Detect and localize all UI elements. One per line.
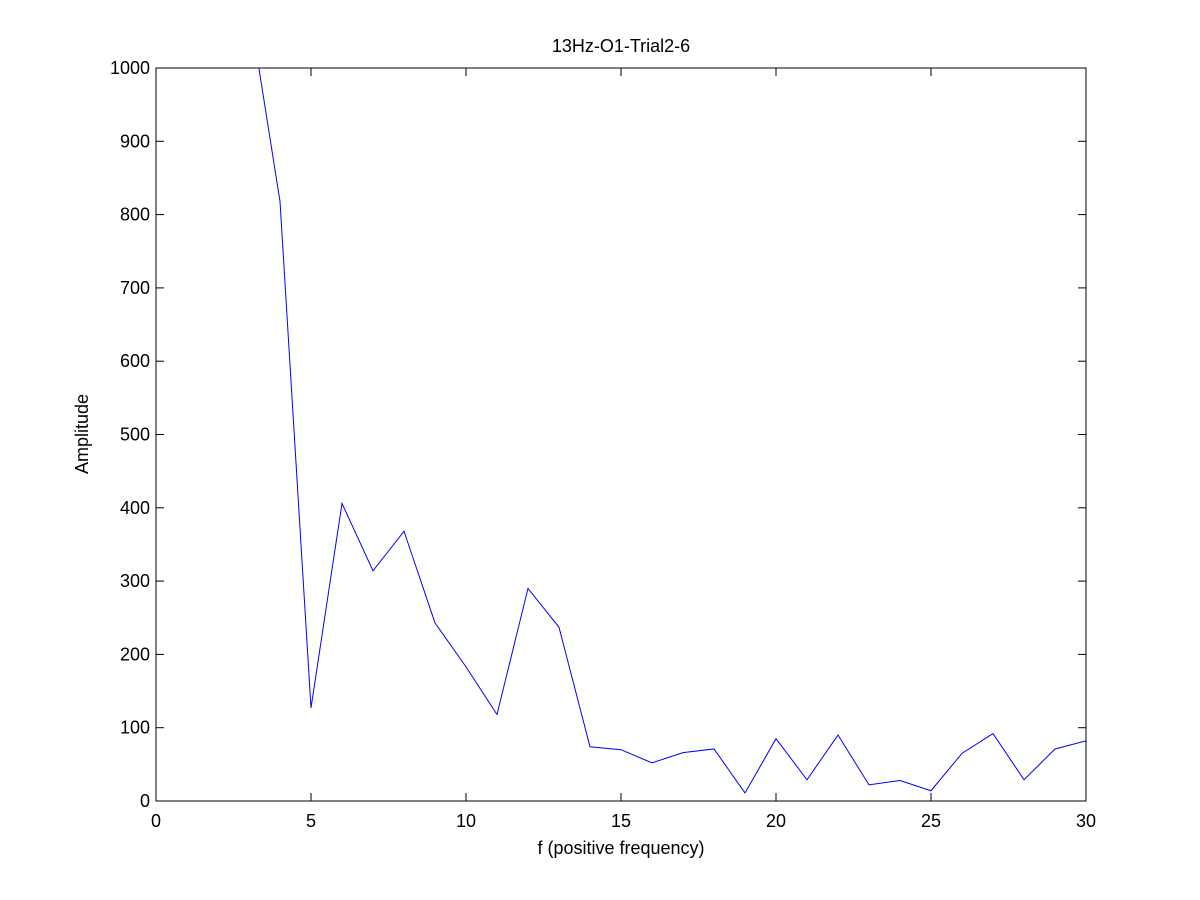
- y-tick-label: 0: [140, 791, 150, 811]
- y-tick-label: 100: [120, 718, 150, 738]
- y-tick-label: 700: [120, 278, 150, 298]
- x-tick-label: 15: [611, 811, 631, 831]
- x-tick-label: 0: [151, 811, 161, 831]
- series-layer: [258, 68, 1086, 794]
- y-tick-label: 600: [120, 351, 150, 371]
- x-tick-label: 25: [921, 811, 941, 831]
- plot-area: [155, 67, 1087, 802]
- y-tick-label: 300: [120, 571, 150, 591]
- x-tick-label: 10: [456, 811, 476, 831]
- y-tick-label: 900: [120, 131, 150, 151]
- y-tick-label: 500: [120, 425, 150, 445]
- y-tick-label: 400: [120, 498, 150, 518]
- y-tick-label: 1000: [110, 58, 150, 78]
- series-line: [258, 68, 1086, 794]
- y-tick-label: 200: [120, 644, 150, 664]
- x-tick-label: 5: [306, 811, 316, 831]
- y-tick-label: 800: [120, 205, 150, 225]
- x-tick-label: 30: [1076, 811, 1096, 831]
- y-axis-label: Amplitude: [72, 394, 92, 474]
- y-axis-ticks: 0 100 200 300 400 500 600 700 800 900 1000: [110, 58, 1086, 811]
- x-tick-label: 20: [766, 811, 786, 831]
- x-axis-ticks: 0 5 10 15 20 25 30: [151, 68, 1096, 831]
- chart-title: 13Hz-O1-Trial2-6: [552, 36, 690, 56]
- x-axis-label: f (positive frequency): [537, 838, 704, 858]
